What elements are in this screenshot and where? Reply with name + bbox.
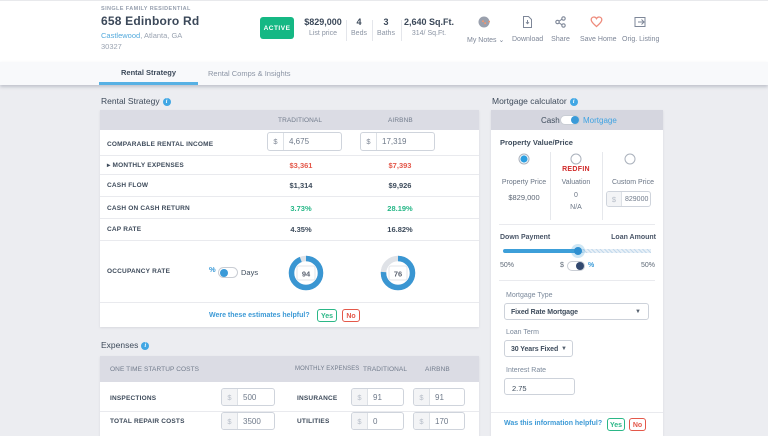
svg-text:94: 94 — [302, 269, 311, 278]
svg-text:76: 76 — [394, 269, 402, 278]
